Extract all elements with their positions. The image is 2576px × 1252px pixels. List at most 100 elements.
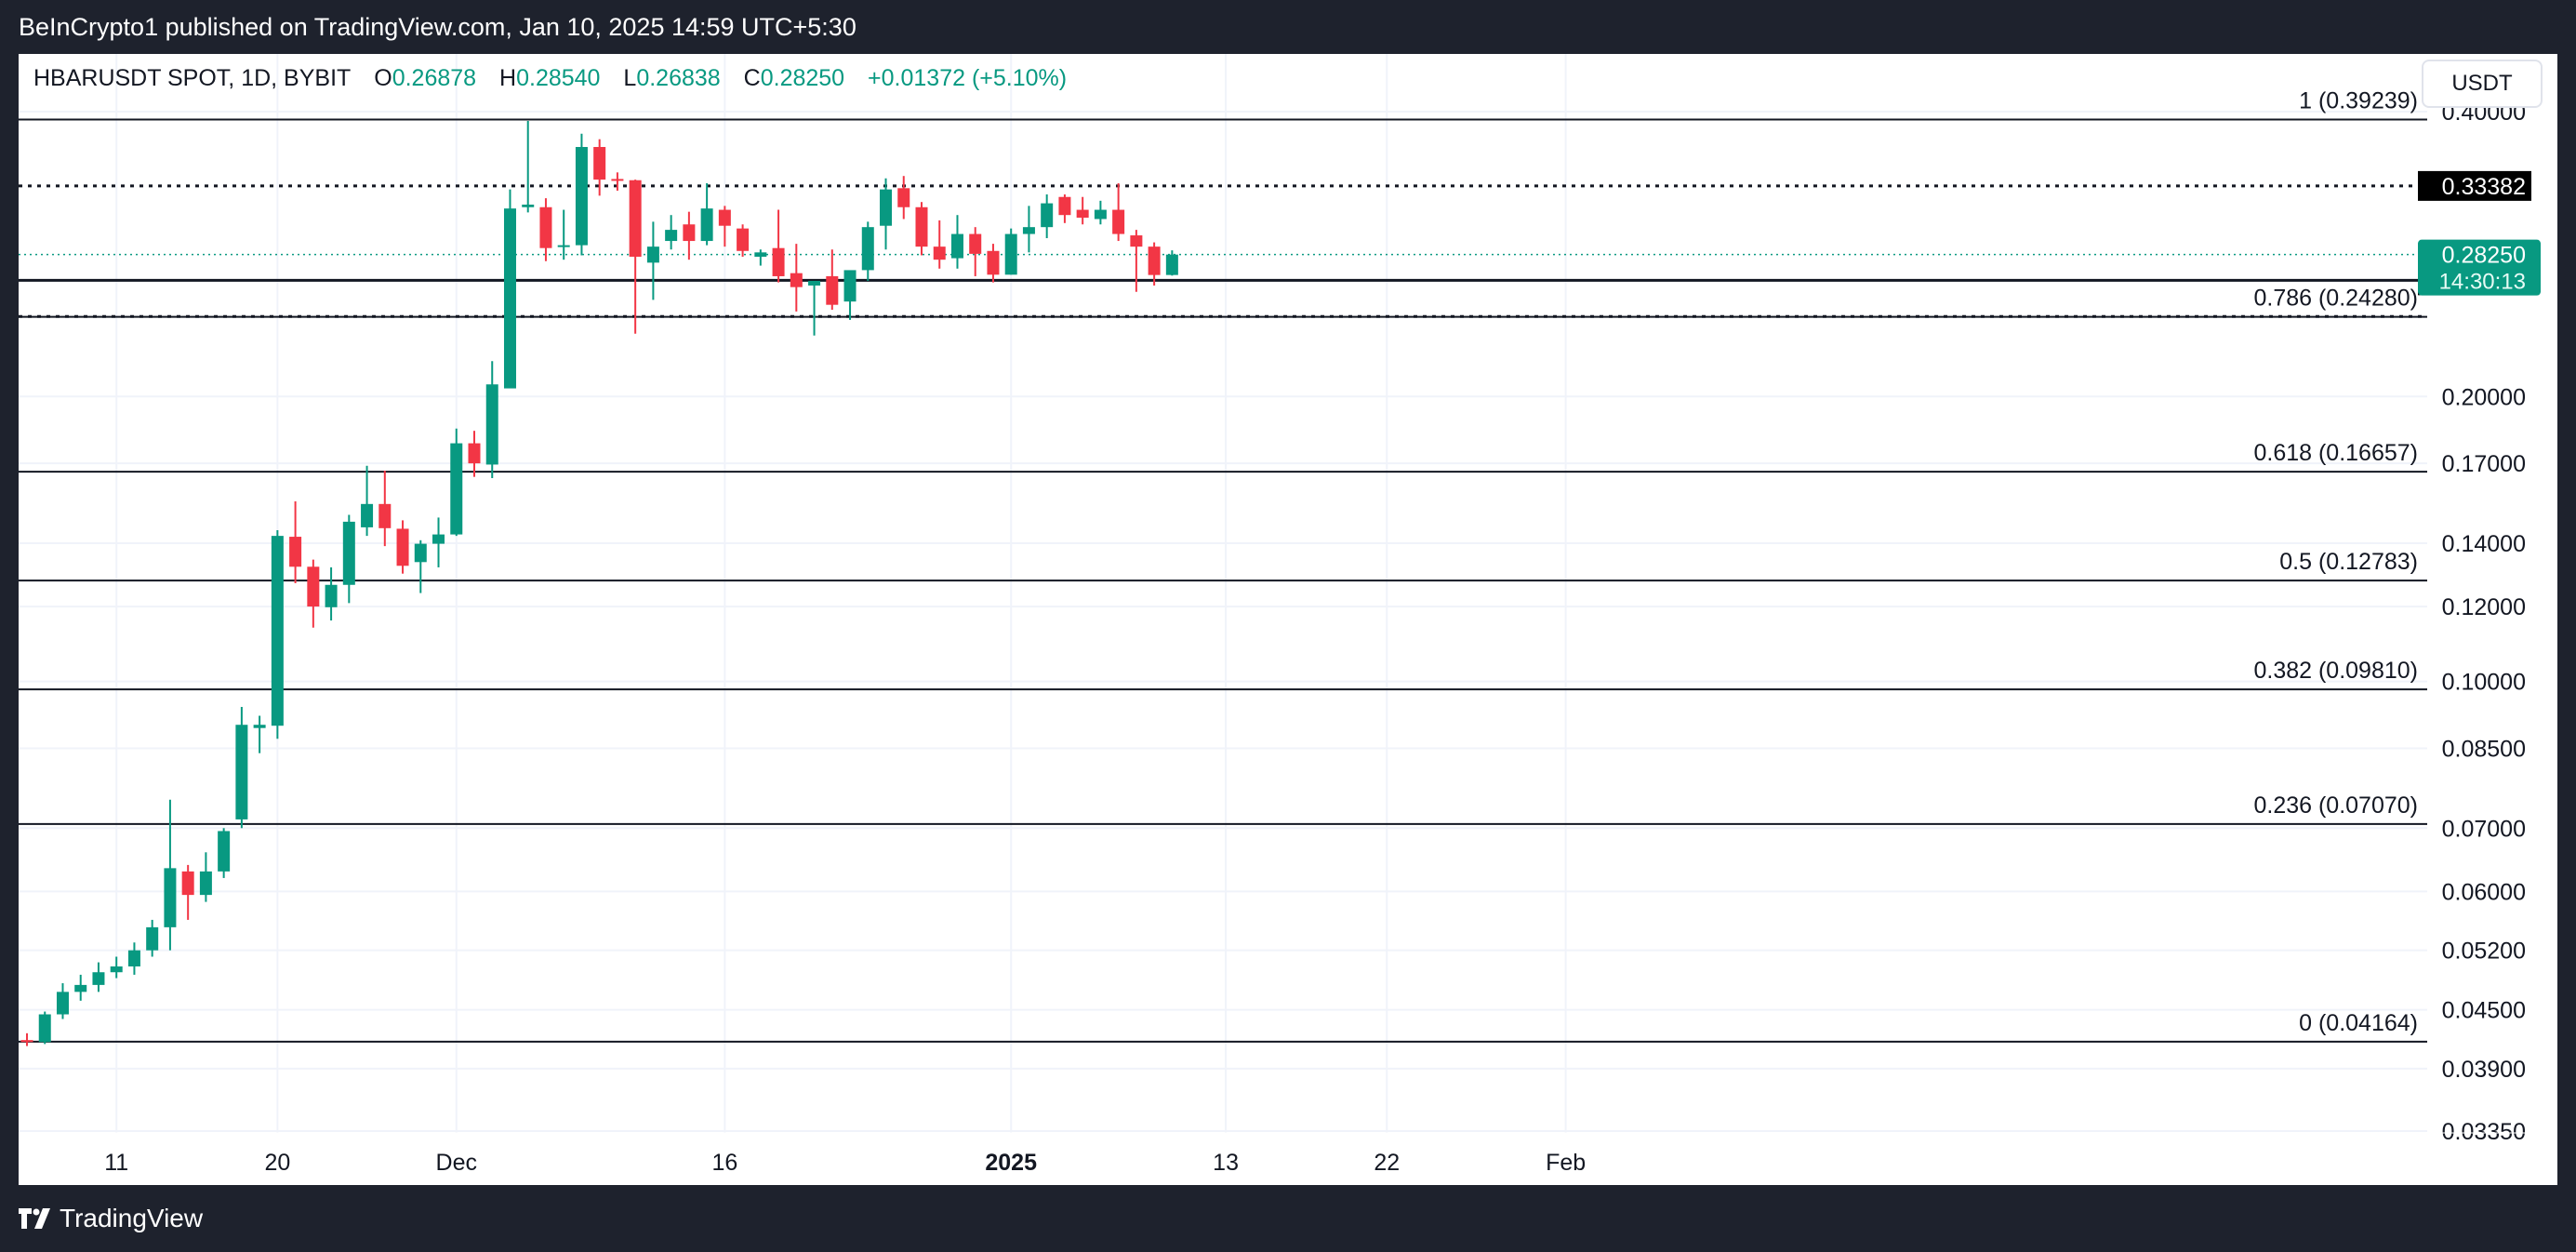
candle-up	[575, 147, 588, 246]
legend-open-label: O	[374, 65, 392, 91]
candle-up	[38, 1014, 51, 1043]
currency-button[interactable]: USDT	[2422, 60, 2543, 108]
price-tag-label: 0.33382	[2442, 174, 2526, 200]
tradingview-brand: TradingView	[60, 1204, 204, 1232]
price-tick-label: 0.20000	[2442, 384, 2526, 410]
fib-label: 1 (0.39239)	[2299, 87, 2418, 113]
candle-down	[378, 503, 392, 528]
candle-up	[950, 233, 963, 259]
price-tick-label: 0.10000	[2442, 670, 2526, 696]
candle-up	[754, 252, 767, 258]
candle-down	[772, 247, 785, 276]
candle-down	[289, 537, 302, 567]
footer: TradingView	[0, 1185, 2576, 1252]
candle-down	[468, 443, 481, 464]
candle-up	[1094, 209, 1107, 220]
candle-up	[485, 384, 498, 465]
top-bar: BeInCrypto1 published on TradingView.com…	[0, 0, 2576, 54]
fib-label: 0.236 (0.07070)	[2253, 792, 2418, 819]
candle-up	[665, 230, 678, 242]
price-tag-bg	[2418, 170, 2531, 201]
price-tick-label: 0.03350	[2442, 1119, 2526, 1145]
candle-up	[199, 871, 212, 896]
candle-down	[1076, 209, 1089, 219]
candle-up	[808, 280, 821, 286]
legend-high-label: H	[499, 65, 517, 91]
candle-up	[253, 725, 266, 728]
candle-up	[92, 972, 105, 985]
candle-up	[1041, 203, 1054, 228]
candle-up	[110, 966, 123, 973]
candlestick-chart[interactable]: 1 (0.39239) 0.786 (0.24280) 0.618 (0.16657…	[19, 54, 2557, 1185]
price-tick-label: 0.03900	[2442, 1057, 2526, 1083]
candle-down	[737, 228, 750, 251]
candle-down	[1112, 209, 1125, 234]
candle-up	[325, 584, 338, 607]
time-tick-label: 2025	[985, 1150, 1037, 1176]
time-tick-label: 22	[1374, 1150, 1400, 1176]
candle-up	[56, 992, 69, 1015]
price-tick-label: 0.12000	[2442, 594, 2526, 620]
candle-down	[987, 250, 1000, 275]
candle-down	[897, 188, 910, 207]
time-tick-label: 16	[711, 1150, 737, 1176]
candles	[20, 121, 1178, 1046]
price-tick-label: 0.06000	[2442, 879, 2526, 905]
price-tick-label: 0.05200	[2442, 939, 2526, 965]
time-tick-label: 11	[104, 1150, 128, 1176]
tradingview-logo[interactable]: TradingView	[19, 1204, 203, 1233]
candle-down	[396, 528, 409, 566]
price-tick-label: 0.07000	[2442, 816, 2526, 842]
legend-close-label: C	[743, 65, 761, 91]
candle-up	[450, 443, 463, 535]
legend-symbol[interactable]: HBARUSDT SPOT, 1D, BYBIT	[33, 65, 352, 91]
legend-change: +0.01372 (+5.10%)	[868, 65, 1068, 91]
candle-up	[503, 208, 516, 389]
candle-up	[522, 204, 535, 207]
candle-up	[271, 536, 284, 726]
candle-up	[164, 868, 177, 927]
candle-up	[1004, 233, 1017, 275]
time-tick-label: 20	[264, 1150, 290, 1176]
grid-lines	[19, 54, 2427, 1133]
candle-down	[1130, 235, 1143, 247]
candle-down	[611, 179, 624, 181]
candle-down	[181, 871, 194, 896]
fib-label: 0.5 (0.12783)	[2279, 549, 2418, 575]
legend-low-label: L	[623, 65, 637, 91]
candle-down	[915, 206, 928, 247]
legend-high-value: 0.28540	[516, 65, 601, 91]
price-tick-label: 0.08500	[2442, 736, 2526, 762]
fib-label: 0.382 (0.09810)	[2253, 658, 2418, 684]
candle-down	[683, 224, 696, 242]
candle-down	[307, 566, 320, 607]
candle-down	[20, 1040, 33, 1043]
price-tick-label: 0.17000	[2442, 451, 2526, 477]
legend-close-value: 0.28250	[760, 65, 845, 91]
candle-up	[880, 189, 893, 226]
candle-down	[1148, 246, 1161, 275]
bar-countdown: 14:30:13	[2439, 270, 2526, 295]
price-tick-label: 0.04500	[2442, 998, 2526, 1024]
candle-up	[843, 270, 856, 302]
candle-up	[700, 208, 713, 242]
candle-down	[593, 147, 606, 180]
candle-down	[826, 275, 839, 305]
time-axis: 11 20 Dec 16 2025 13 22 Feb	[19, 1132, 2557, 1176]
chart-panel[interactable]: 1 (0.39239) 0.786 (0.24280) 0.618 (0.16657…	[19, 54, 2557, 1185]
fib-label: 0.786 (0.24280)	[2253, 286, 2418, 312]
candle-up	[218, 831, 231, 872]
candle-up	[1022, 227, 1035, 234]
fib-label: 0.618 (0.16657)	[2253, 440, 2418, 466]
candle-up	[432, 534, 445, 544]
price-tick-label: 0.14000	[2442, 531, 2526, 557]
symbol-legend: HBARUSDT SPOT, 1D, BYBIT O0.26878 H0.285…	[33, 65, 1067, 92]
legend-open-value: 0.26878	[392, 65, 477, 91]
candle-up	[861, 227, 874, 271]
tradingview-icon	[19, 1208, 50, 1229]
candle-up	[146, 926, 159, 951]
candle-up	[342, 521, 355, 585]
publisher-caption: BeInCrypto1 published on TradingView.com…	[19, 13, 856, 41]
candle-up	[646, 246, 659, 263]
legend-low-value: 0.26838	[636, 65, 721, 91]
